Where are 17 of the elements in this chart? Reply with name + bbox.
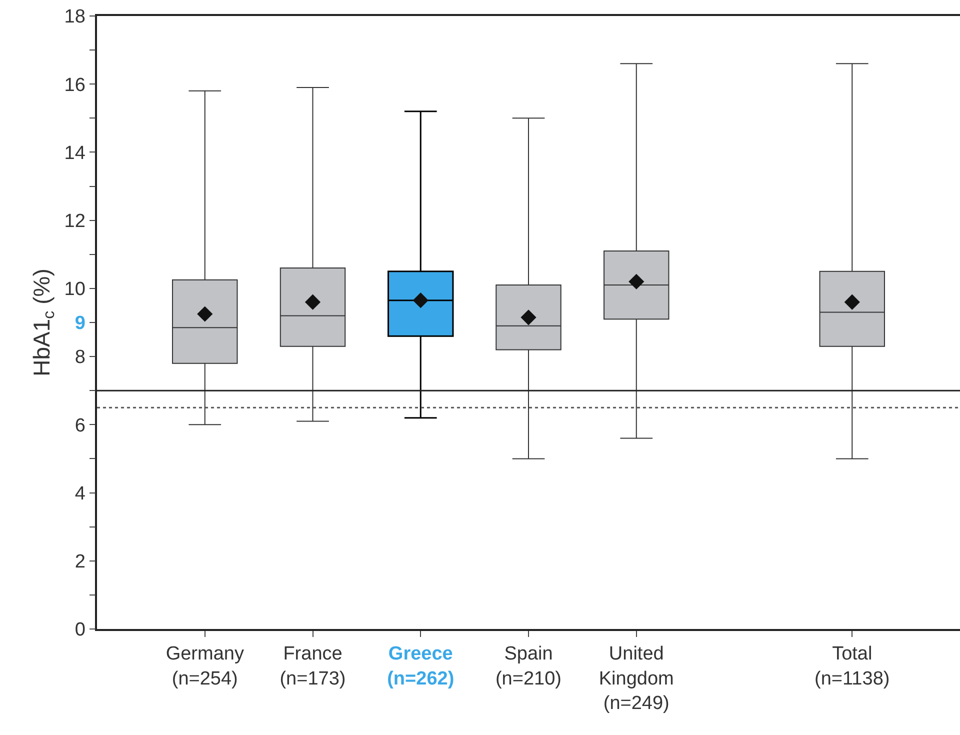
y-tick-label: 16 — [64, 74, 86, 96]
y-tick-label: 14 — [64, 142, 86, 164]
y-tick-label: 4 — [74, 483, 86, 504]
y-tick-label: 8 — [74, 347, 86, 368]
x-tick-label: Spain (n=210) — [495, 644, 562, 690]
y-tick-label: 12 — [64, 210, 86, 232]
x-tick-label: Total (n=1138) — [814, 644, 890, 690]
x-tick-label: Germany (n=254) — [166, 644, 244, 690]
y-tick-label: 18 — [64, 6, 86, 28]
x-tick-label: Greece (n=262) — [387, 644, 454, 690]
x-tick-label: France (n=173) — [280, 644, 346, 690]
y-tick-label: 0 — [74, 620, 86, 641]
x-tick-label: United Kingdom (n=249) — [598, 644, 674, 714]
y-tick-label: 9 — [74, 313, 86, 334]
y-tick-label: 2 — [74, 552, 86, 573]
y-tick-label: 6 — [74, 415, 86, 436]
y-tick-label: 10 — [64, 279, 86, 300]
